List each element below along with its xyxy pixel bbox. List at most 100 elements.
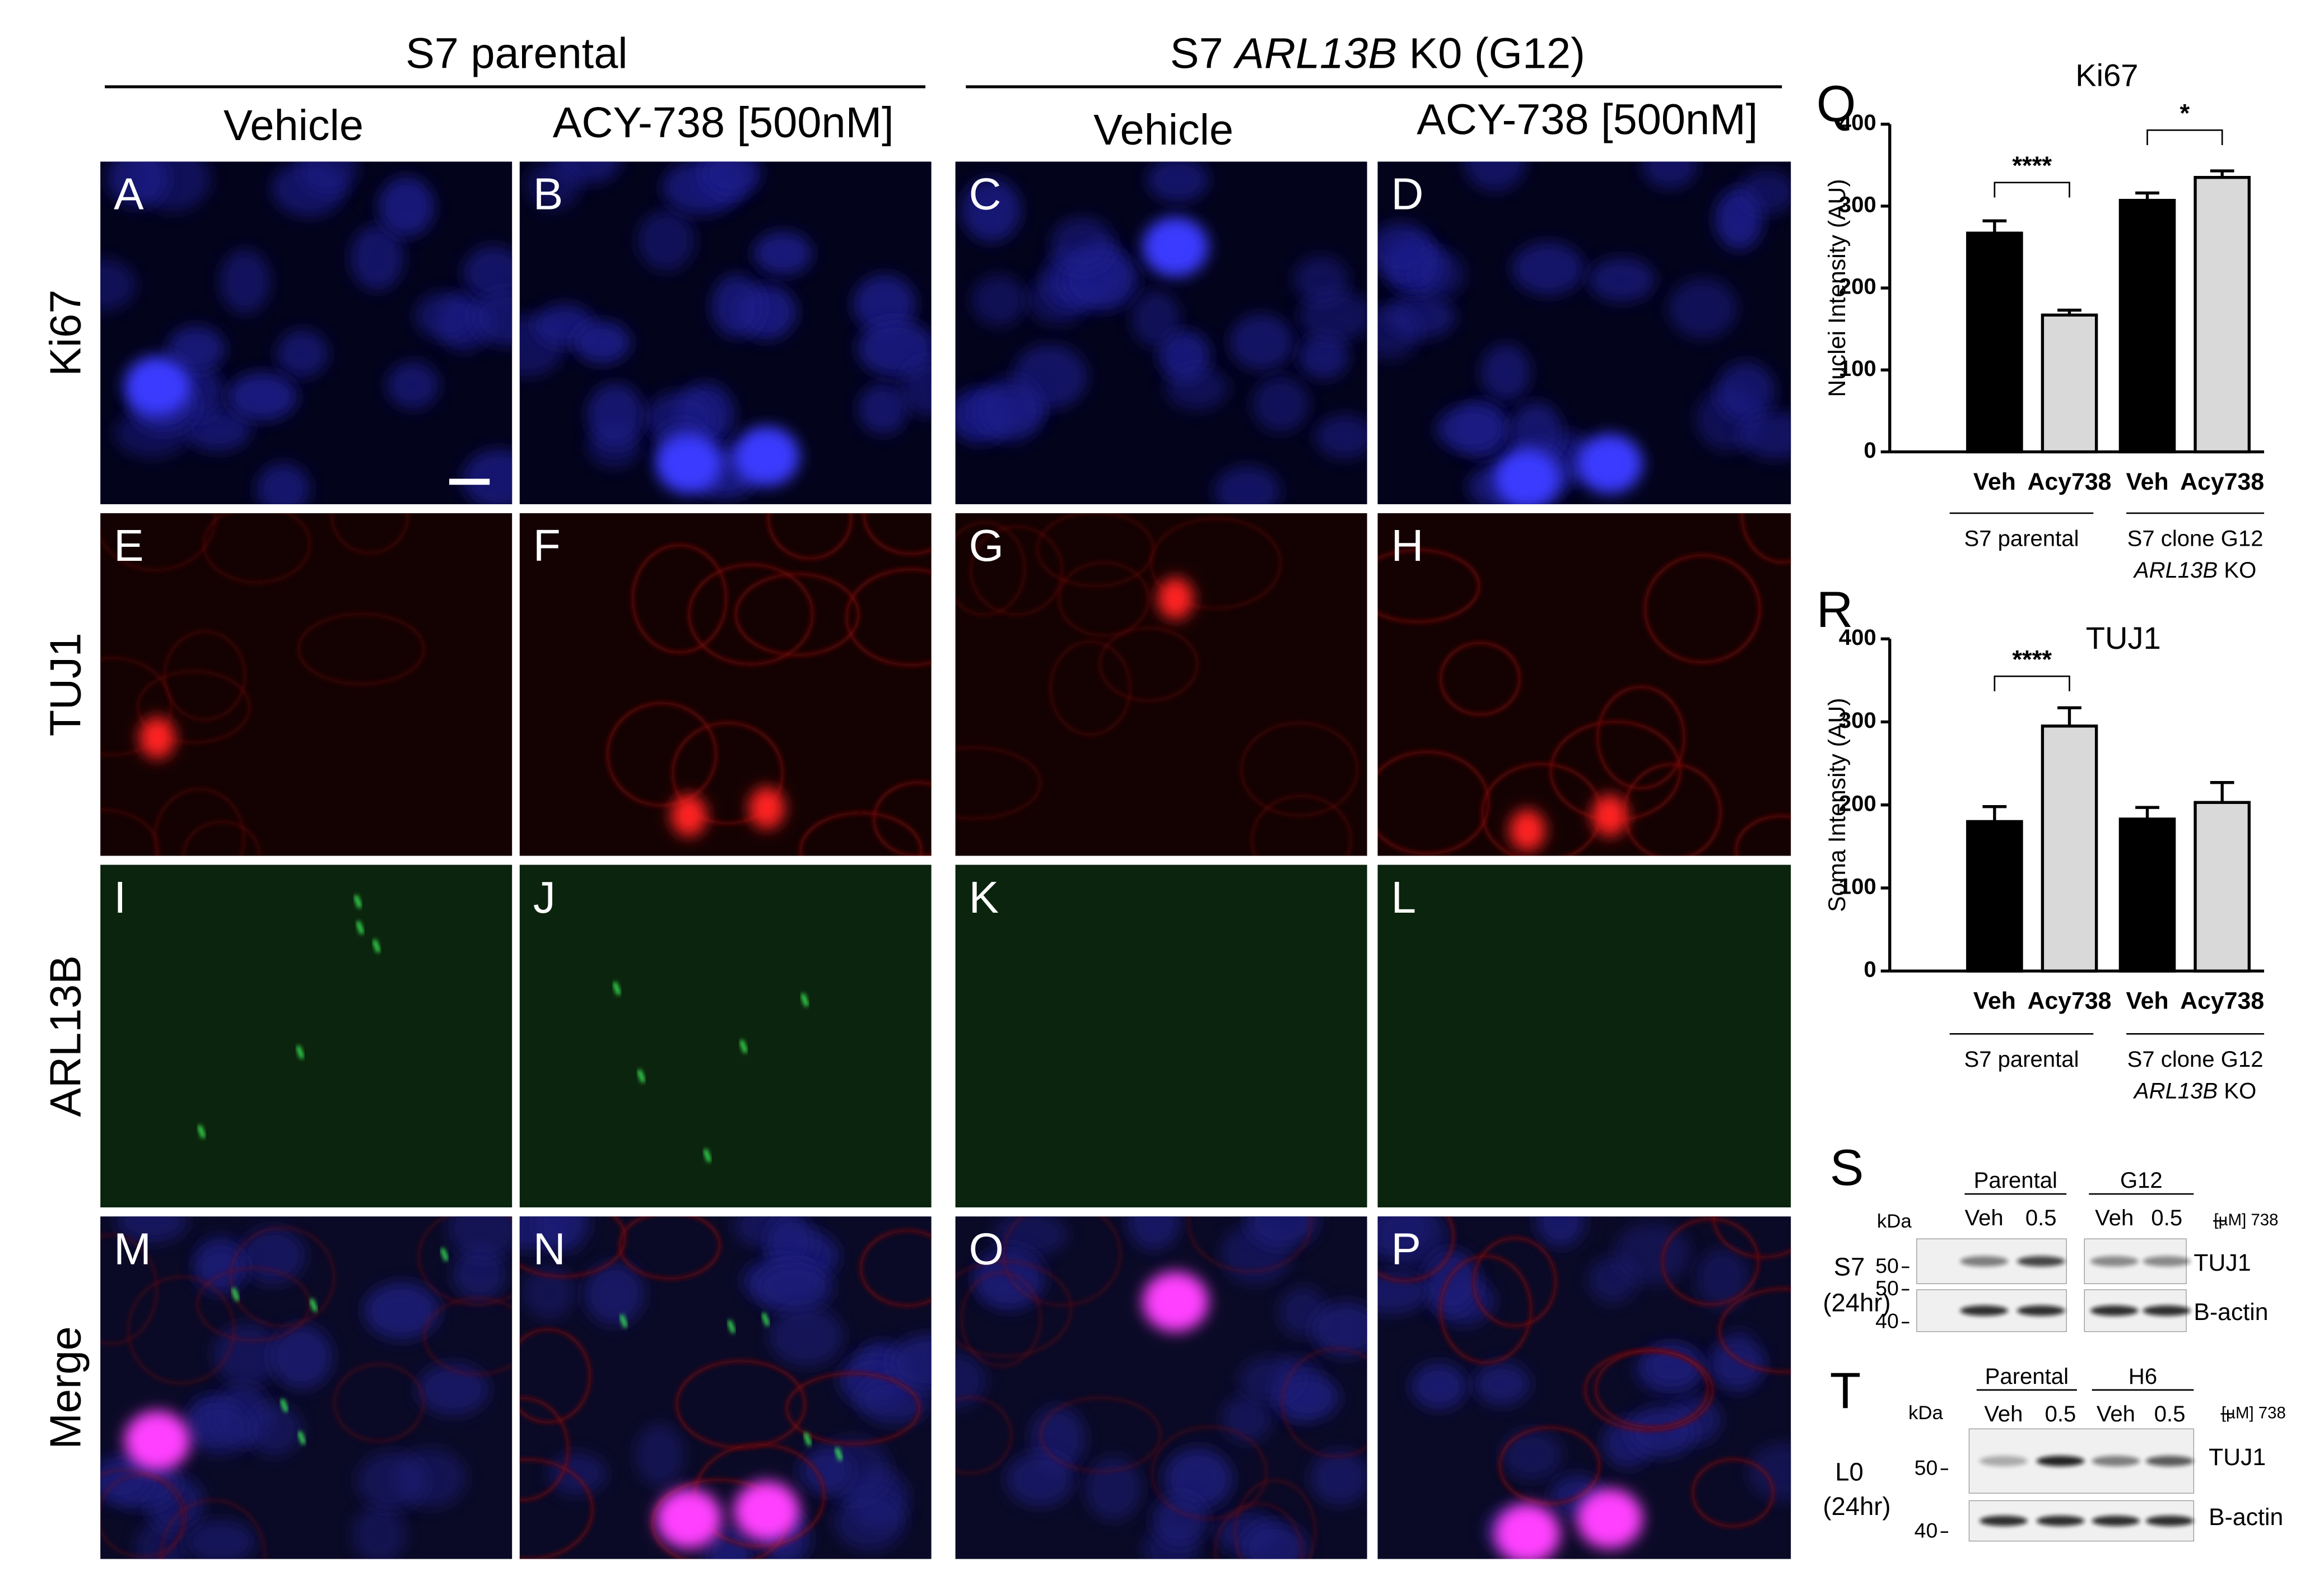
micrograph bbox=[1377, 1216, 1791, 1559]
x-tick-label: Acy738 bbox=[2028, 988, 2112, 1015]
nucleus bbox=[256, 463, 310, 504]
micrograph bbox=[100, 864, 513, 1208]
micrograph-bg bbox=[1377, 864, 1791, 1208]
membrane bbox=[671, 721, 784, 825]
kda-label: kDa bbox=[1877, 1211, 1912, 1232]
nucleus bbox=[453, 1247, 506, 1301]
micrograph bbox=[1377, 513, 1791, 856]
nucleus bbox=[378, 176, 435, 237]
blot-band bbox=[2145, 1456, 2194, 1467]
nucleus bbox=[1705, 1344, 1766, 1386]
membrane bbox=[1280, 1347, 1367, 1458]
bar bbox=[2041, 724, 2098, 973]
membrane bbox=[1661, 1217, 1760, 1306]
y-tick-label: 200 bbox=[1839, 275, 1876, 299]
membrane bbox=[1377, 549, 1481, 624]
cilium bbox=[727, 1319, 735, 1333]
y-tick-label: 0 bbox=[1864, 438, 1876, 463]
membrane bbox=[955, 1396, 1013, 1475]
group-title-part: S7 parental bbox=[406, 30, 627, 78]
nucleus bbox=[853, 275, 916, 334]
nucleus bbox=[1131, 290, 1180, 347]
micrograph bbox=[955, 1216, 1367, 1559]
nucleus bbox=[1501, 1430, 1563, 1480]
bright-cell bbox=[733, 426, 800, 486]
cilium bbox=[280, 1398, 288, 1412]
micrograph-bg bbox=[519, 513, 932, 856]
micrograph-bg bbox=[955, 864, 1367, 1208]
nucleus bbox=[1423, 1249, 1480, 1314]
blot-band bbox=[2036, 1456, 2085, 1467]
micrograph bbox=[519, 161, 932, 504]
y-axis-label: Soma Intensity (AU) bbox=[1824, 698, 1851, 912]
blot-band bbox=[2016, 1305, 2065, 1316]
nucleus bbox=[350, 225, 404, 291]
nucleus bbox=[1050, 217, 1115, 273]
micrograph-bg bbox=[1377, 513, 1791, 856]
protein-label: TUJ1 bbox=[2193, 1249, 2251, 1276]
group-label: S7 clone G12 bbox=[2127, 527, 2264, 551]
cell-label: L0 bbox=[1835, 1457, 1864, 1486]
membrane bbox=[1151, 1425, 1268, 1521]
membrane bbox=[127, 1275, 236, 1385]
panel-letter: D bbox=[1391, 169, 1424, 219]
membrane bbox=[960, 1271, 1042, 1368]
membrane bbox=[100, 513, 217, 571]
bar bbox=[1966, 231, 2023, 454]
nucleus bbox=[246, 1403, 302, 1456]
nucleus bbox=[1536, 1216, 1585, 1248]
nucleus bbox=[1627, 1406, 1696, 1457]
panel-letter: H bbox=[1391, 520, 1424, 570]
nucleus bbox=[769, 1306, 844, 1367]
nucleus bbox=[523, 1265, 575, 1320]
micrograph-bg bbox=[519, 864, 932, 1208]
membrane bbox=[1594, 1349, 1710, 1429]
chart-title: TUJ1 bbox=[2086, 620, 2161, 656]
protein-label: B-actin bbox=[2209, 1504, 2283, 1531]
membrane bbox=[606, 701, 718, 807]
membrane bbox=[1057, 561, 1150, 638]
bar bbox=[1966, 820, 2023, 973]
nucleus bbox=[1229, 314, 1293, 371]
nucleus bbox=[1222, 1393, 1272, 1443]
micrograph-bg bbox=[100, 864, 513, 1208]
kda-label: kDa bbox=[1908, 1402, 1943, 1424]
cilium bbox=[612, 982, 621, 996]
nucleus bbox=[705, 1528, 754, 1559]
significance-label: **** bbox=[2012, 151, 2052, 180]
nucleus bbox=[220, 249, 271, 314]
nucleus bbox=[386, 361, 439, 409]
membrane bbox=[163, 630, 246, 722]
panel-letter: N bbox=[533, 1223, 566, 1273]
membrane bbox=[1439, 1254, 1533, 1364]
bright-cell bbox=[733, 1481, 800, 1541]
membrane bbox=[423, 1296, 513, 1376]
significance-label: **** bbox=[2012, 645, 2052, 673]
group-label: ARL13B KO bbox=[2133, 1079, 2256, 1103]
cilium bbox=[835, 1447, 843, 1461]
micrograph bbox=[519, 1216, 932, 1559]
membrane bbox=[1149, 517, 1282, 610]
membrane bbox=[862, 513, 932, 556]
bright-cell bbox=[1157, 577, 1194, 620]
membrane bbox=[160, 1498, 267, 1559]
nucleus bbox=[1246, 1216, 1318, 1248]
cilium bbox=[440, 1248, 449, 1261]
nucleus bbox=[364, 1282, 440, 1340]
cilium bbox=[800, 993, 809, 1007]
lane-label: 0.5 bbox=[2025, 1206, 2057, 1230]
bright-cell bbox=[655, 434, 722, 494]
nucleus bbox=[1738, 170, 1791, 215]
membrane bbox=[229, 1226, 336, 1328]
nucleus bbox=[185, 1519, 256, 1559]
nucleus bbox=[767, 1216, 815, 1270]
nucleus bbox=[711, 274, 763, 338]
nucleus bbox=[462, 449, 513, 504]
chart-title: Ki67 bbox=[2075, 58, 2138, 93]
micrograph bbox=[955, 513, 1367, 856]
membrane bbox=[687, 563, 814, 666]
nucleus bbox=[586, 383, 644, 447]
nucleus bbox=[300, 161, 358, 196]
nucleus bbox=[637, 210, 695, 271]
y-tick-label: 400 bbox=[1839, 625, 1876, 650]
